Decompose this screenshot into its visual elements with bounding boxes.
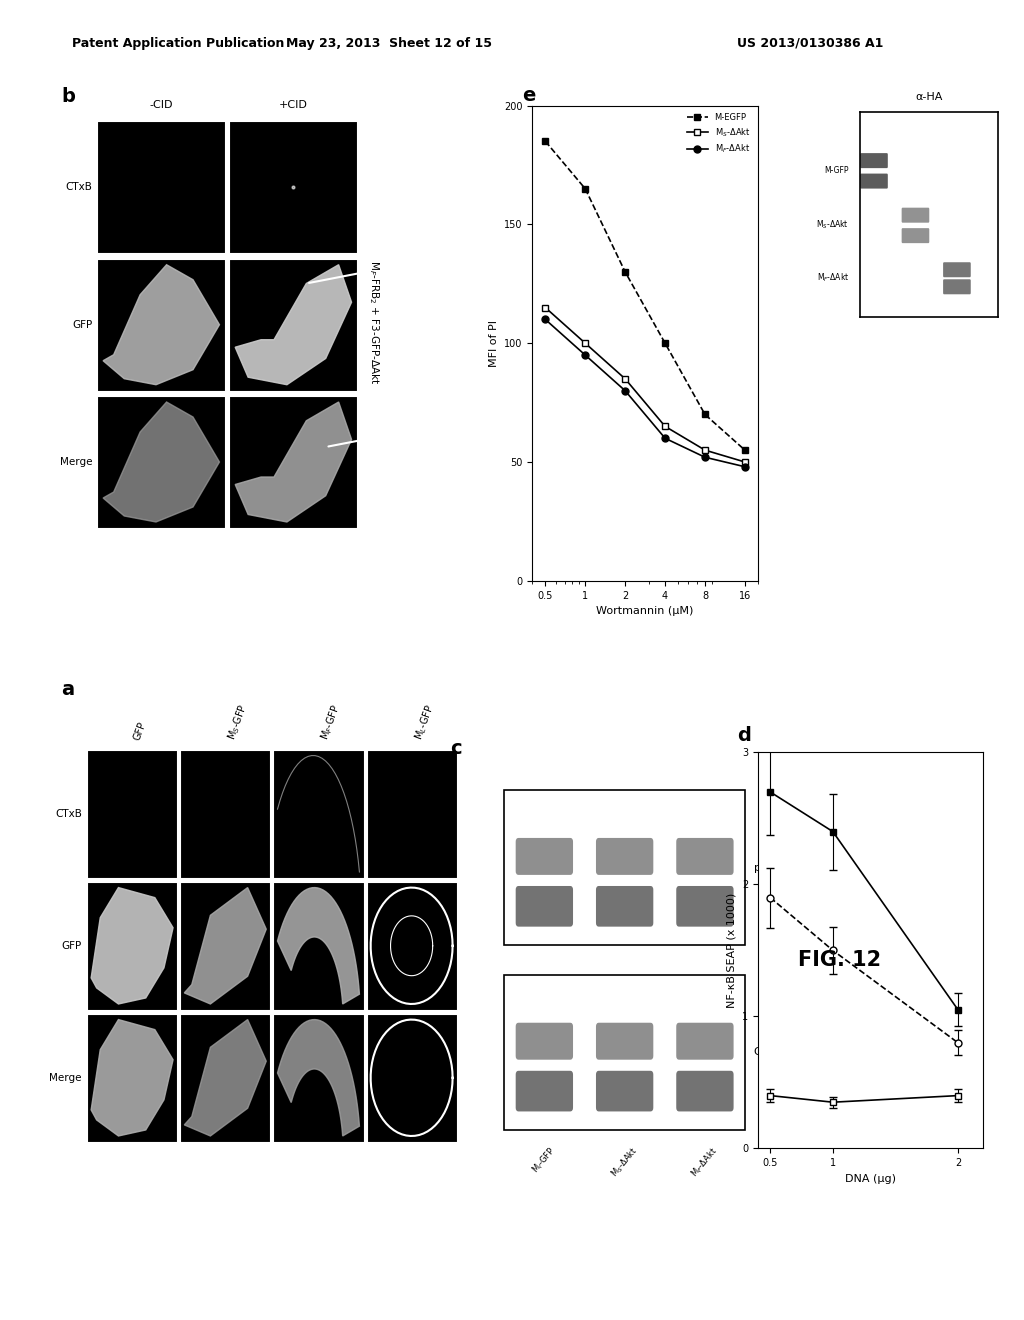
FancyBboxPatch shape [901, 207, 930, 223]
Legend: M-EGFP, M$_S$-ΔAkt, M$_F$-ΔAkt: M-EGFP, M$_S$-ΔAkt, M$_F$-ΔAkt [684, 110, 754, 158]
Polygon shape [278, 1019, 359, 1137]
FancyBboxPatch shape [596, 1071, 653, 1111]
Y-axis label: NF-κB SEAP (x 1000): NF-κB SEAP (x 1000) [726, 892, 736, 1008]
FancyBboxPatch shape [596, 1023, 653, 1060]
Text: Patent Application Publication: Patent Application Publication [72, 37, 284, 50]
Text: M$_L$-GFP: M$_L$-GFP [412, 702, 437, 742]
FancyBboxPatch shape [943, 280, 971, 294]
Text: +CID: +CID [279, 99, 308, 110]
Polygon shape [184, 1019, 266, 1137]
Text: M$_F$-ΔAkt: M$_F$-ΔAkt [689, 1144, 721, 1180]
Text: FIG. 12: FIG. 12 [798, 950, 882, 970]
Text: US 2013/0130386 A1: US 2013/0130386 A1 [737, 37, 884, 50]
FancyBboxPatch shape [860, 173, 888, 189]
Bar [504, 789, 745, 945]
FancyBboxPatch shape [676, 838, 733, 875]
FancyBboxPatch shape [596, 886, 653, 927]
Text: e: e [522, 86, 536, 104]
FancyBboxPatch shape [676, 1071, 733, 1111]
Text: -CID: -CID [150, 99, 173, 110]
FancyBboxPatch shape [516, 1071, 573, 1111]
Text: Merge: Merge [59, 457, 92, 467]
Polygon shape [184, 887, 266, 1005]
Polygon shape [236, 403, 351, 521]
X-axis label: Wortmannin (µM): Wortmannin (µM) [596, 606, 694, 616]
FancyBboxPatch shape [676, 886, 733, 927]
Text: GFP: GFP [132, 721, 148, 742]
Text: α-HA: α-HA [915, 92, 943, 102]
FancyBboxPatch shape [516, 1023, 573, 1060]
Text: M$_l$-GFP: M$_l$-GFP [529, 1144, 559, 1176]
Polygon shape [278, 887, 359, 1005]
FancyBboxPatch shape [516, 838, 573, 875]
Text: M$_S$-ΔAkt: M$_S$-ΔAkt [608, 1144, 641, 1180]
Polygon shape [103, 265, 219, 384]
Text: Merge: Merge [49, 1073, 82, 1082]
Text: pGSK3: pGSK3 [754, 862, 791, 873]
Bar [504, 974, 745, 1130]
Text: CTxB: CTxB [66, 182, 92, 193]
FancyBboxPatch shape [596, 838, 653, 875]
Text: M$_S$-ΔAkt: M$_S$-ΔAkt [816, 219, 849, 231]
Text: CTxB: CTxB [55, 809, 82, 818]
Text: GFP: GFP [72, 319, 92, 330]
Text: a: a [61, 680, 75, 698]
Text: GFP: GFP [61, 941, 82, 950]
FancyBboxPatch shape [943, 263, 971, 277]
Y-axis label: MFI of PI: MFI of PI [488, 319, 499, 367]
Polygon shape [91, 1019, 173, 1137]
Text: c: c [451, 739, 462, 758]
Text: M$_F$-GFP: M$_F$-GFP [318, 702, 344, 742]
FancyBboxPatch shape [860, 153, 888, 168]
Text: M$_F$-FRB$_2$ + F3-GFP-ΔAkt: M$_F$-FRB$_2$ + F3-GFP-ΔAkt [367, 260, 380, 384]
Polygon shape [236, 265, 351, 384]
Text: GSK3: GSK3 [754, 1047, 783, 1057]
FancyBboxPatch shape [901, 228, 930, 243]
Text: d: d [737, 726, 752, 744]
Polygon shape [103, 403, 219, 521]
Text: May 23, 2013  Sheet 12 of 15: May 23, 2013 Sheet 12 of 15 [286, 37, 493, 50]
X-axis label: DNA (µg): DNA (µg) [845, 1173, 896, 1184]
Text: b: b [61, 87, 76, 106]
Polygon shape [91, 887, 173, 1005]
Text: M-GFP: M-GFP [824, 166, 849, 174]
FancyBboxPatch shape [516, 886, 573, 927]
Text: M$_S$-GFP: M$_S$-GFP [225, 702, 251, 742]
FancyBboxPatch shape [676, 1023, 733, 1060]
Text: M$_F$-ΔAkt: M$_F$-ΔAkt [816, 272, 849, 284]
